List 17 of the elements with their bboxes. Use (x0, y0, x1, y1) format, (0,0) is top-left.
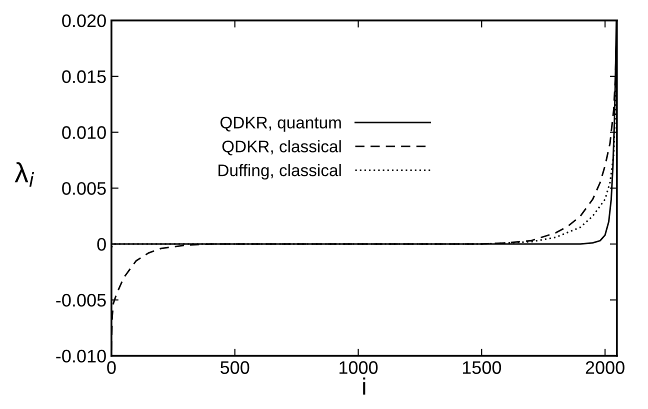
y-tick-label: 0.010 (62, 126, 106, 139)
x-tick-label: 500 (220, 361, 250, 374)
legend-label: Duffing, classical (218, 164, 341, 180)
x-axis-title: i (363, 378, 366, 395)
x-tick-label: 1500 (462, 361, 502, 374)
legend-label: QDKR, classical (222, 140, 341, 156)
y-tick-label: 0 (97, 238, 106, 251)
x-tick-label: 1000 (340, 361, 378, 374)
y-tick-label: -0.010 (56, 350, 106, 363)
x-tick-label: 0 (107, 361, 116, 374)
y-tick-label: 0.015 (62, 70, 106, 84)
y-tick-label: -0.005 (56, 294, 106, 307)
y-tick-label: 0.005 (62, 182, 106, 195)
y-axis-title: λ$_{i}$ (14, 162, 34, 187)
legend-label: QDKR, quantum (220, 116, 341, 132)
x-tick-label: 2000 (586, 361, 624, 374)
y-tick-label: 0.020 (62, 14, 106, 28)
